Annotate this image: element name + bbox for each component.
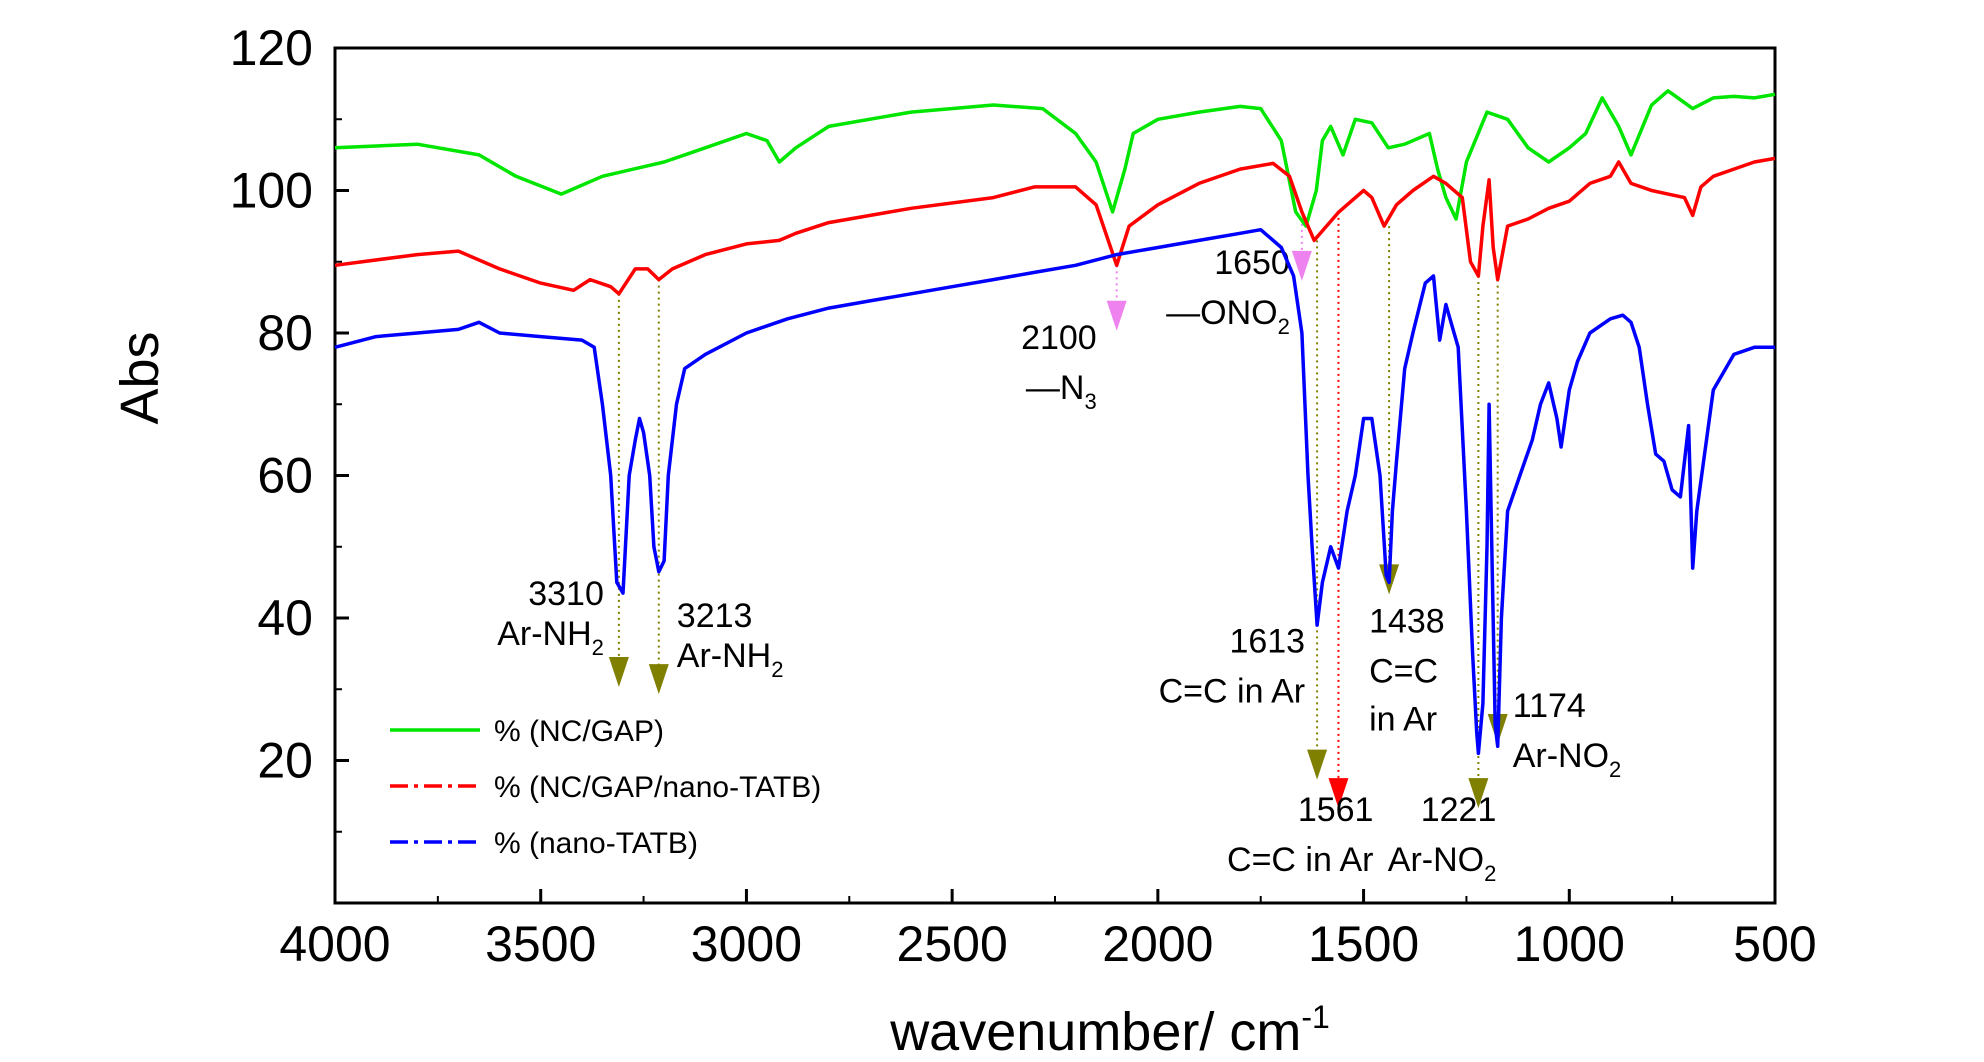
peak-arrow bbox=[1291, 250, 1312, 281]
peak-label-assignment: —N3 bbox=[1026, 369, 1097, 414]
peak-arrow bbox=[1106, 300, 1127, 331]
peak-label-wavenumber: 1221 bbox=[1421, 791, 1497, 829]
peak-label-assignment: —ONO2 bbox=[1166, 294, 1290, 339]
peak-label-main: Ar-NH bbox=[677, 637, 771, 675]
series-line-2 bbox=[334, 227, 1775, 756]
peak-label-wavenumber: 1174 bbox=[1513, 687, 1586, 725]
peak-arrow bbox=[648, 664, 669, 695]
y-tick-label: 80 bbox=[257, 305, 313, 361]
peak-label-extra: in Ar bbox=[1369, 700, 1437, 738]
peak-arrow bbox=[1328, 778, 1349, 809]
peak-label-wavenumber: 1650 bbox=[1214, 244, 1290, 282]
peak-label-prefix: — bbox=[1026, 369, 1060, 407]
peak-label-main: Ar-NO bbox=[1513, 737, 1609, 775]
x-tick-label: 1000 bbox=[1514, 916, 1625, 972]
x-axis-title: wavenumber/ cm-1 bbox=[889, 999, 1330, 1062]
peak-label-prefix: — bbox=[1166, 294, 1200, 332]
series-line-0 bbox=[334, 89, 1776, 228]
peak-label-main: Ar-NO bbox=[1388, 841, 1484, 879]
peak-label-assignment: Ar-NH2 bbox=[677, 637, 784, 682]
x-tick-label: 3500 bbox=[485, 916, 596, 972]
spectra-series bbox=[334, 89, 1776, 756]
peak-label-assignment: C=C in Ar bbox=[1159, 673, 1305, 711]
peak-label-main: C=C in Ar bbox=[1227, 841, 1373, 879]
peak-label-subscript: 2 bbox=[1278, 314, 1290, 339]
legend: % (NC/GAP) % (NC/GAP/nano-TATB) % (nano-TA… bbox=[390, 715, 821, 860]
peak-label-wavenumber: 3213 bbox=[677, 597, 753, 635]
series-line-1 bbox=[334, 156, 1776, 296]
x-tick-label: 3000 bbox=[691, 916, 802, 972]
peak-label-subscript: 2 bbox=[1484, 861, 1496, 886]
y-tick-label: 20 bbox=[257, 733, 313, 789]
x-axis-title-sup: -1 bbox=[1301, 999, 1329, 1035]
legend-label-0: % (NC/GAP) bbox=[494, 715, 664, 748]
x-tick-label: 2500 bbox=[897, 916, 1008, 972]
legend-label-2: % (nano-TATB) bbox=[494, 827, 698, 860]
peak-label-main: ONO bbox=[1200, 294, 1277, 332]
peak-label-wavenumber: 1561 bbox=[1298, 791, 1374, 829]
peak-label-subscript: 2 bbox=[1609, 757, 1621, 782]
x-tick-label: 4000 bbox=[279, 916, 390, 972]
peak-label-wavenumber: 1438 bbox=[1369, 602, 1445, 640]
y-axis-title: Abs bbox=[110, 331, 170, 424]
peak-label-wavenumber: 3310 bbox=[528, 575, 604, 613]
peak-arrow bbox=[608, 657, 629, 687]
y-tick-label: 60 bbox=[257, 448, 313, 504]
peak-label-main: N bbox=[1060, 369, 1085, 407]
peak-label-subscript: 3 bbox=[1084, 389, 1096, 414]
peak-annotations: 3310Ar-NH23213Ar-NH22100—N31650—ONO21613… bbox=[497, 211, 1622, 886]
peak-label-main: Ar-NH bbox=[497, 615, 591, 653]
axis-ticks: 4000 3500 3000 2500 2000 1500 1000 500 20 40 60 80 1… bbox=[230, 20, 1817, 972]
peak-label-assignment: Ar-NO2 bbox=[1513, 737, 1622, 782]
x-tick-label: 2000 bbox=[1102, 916, 1213, 972]
peak-label-assignment: Ar-NH2 bbox=[497, 615, 604, 660]
peak-label-main: C=C in Ar bbox=[1159, 673, 1305, 711]
peak-label-wavenumber: 1613 bbox=[1229, 623, 1305, 661]
legend-label-1: % (NC/GAP/nano-TATB) bbox=[494, 771, 821, 804]
y-tick-label: 120 bbox=[230, 20, 313, 76]
x-axis-title-main: wavenumber/ cm bbox=[889, 1002, 1301, 1062]
y-tick-label: 100 bbox=[230, 163, 313, 219]
peak-label-subscript: 2 bbox=[592, 635, 604, 660]
x-tick-label: 500 bbox=[1733, 916, 1816, 972]
peak-arrow bbox=[1468, 778, 1489, 809]
peak-label-wavenumber: 2100 bbox=[1021, 319, 1097, 357]
x-tick-label: 1500 bbox=[1308, 916, 1419, 972]
peak-label-assignment: C=C bbox=[1369, 652, 1438, 690]
peak-label-assignment: Ar-NO2 bbox=[1388, 841, 1497, 886]
peak-label-main: C=C bbox=[1369, 652, 1438, 690]
peak-arrow bbox=[1307, 749, 1328, 780]
peak-label-subscript: 2 bbox=[771, 657, 783, 682]
peak-label-assignment: C=C in Ar bbox=[1227, 841, 1373, 879]
y-tick-label: 40 bbox=[257, 590, 313, 646]
